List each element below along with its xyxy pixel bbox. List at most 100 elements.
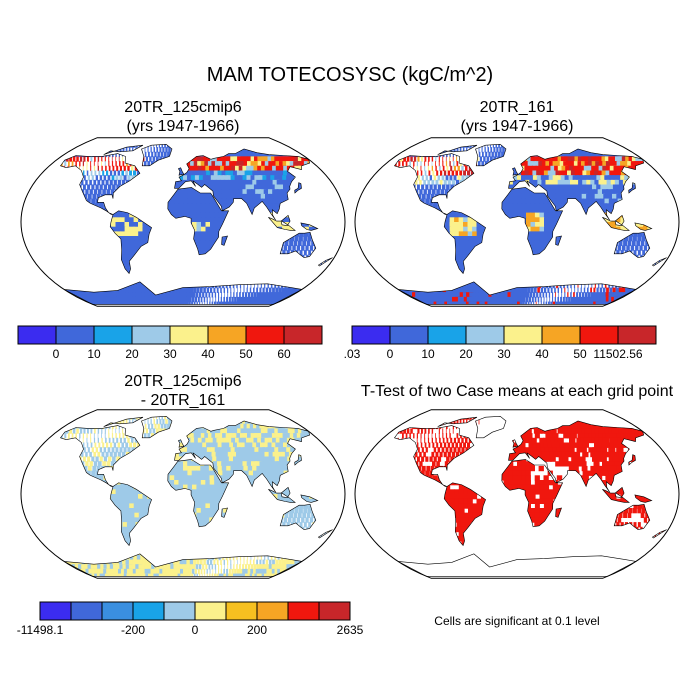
- grid-cell: [454, 226, 460, 232]
- grid-cell: [610, 179, 618, 186]
- coastline-indonesia: [268, 217, 296, 231]
- grid-cell: [456, 250, 463, 256]
- grid-cell: [120, 212, 126, 218]
- panel3-title: 20TR_125cmip6 - 20TR_161: [18, 372, 348, 410]
- grid-cell: [553, 222, 559, 228]
- grid-cell: [206, 175, 213, 181]
- grid-cell: [405, 161, 408, 167]
- grid-cell: [279, 198, 286, 204]
- grid-cell: [213, 170, 220, 176]
- grid-cell: [309, 245, 314, 251]
- grid-cell: [138, 231, 144, 237]
- grid-cell: [201, 222, 207, 228]
- grid-cell: [206, 156, 213, 162]
- grid-cell: [196, 156, 202, 162]
- grid-cell: [216, 287, 219, 293]
- grid-cell: [196, 301, 198, 305]
- grid-cell: [512, 198, 518, 204]
- grid-cell: [431, 179, 435, 186]
- grid-cell: [91, 175, 94, 181]
- grid-cell: [121, 170, 124, 176]
- grid-cell: [457, 254, 464, 261]
- grid-cell: [532, 170, 538, 176]
- grid-cell: [183, 175, 188, 181]
- grid-cell: [548, 226, 554, 232]
- grid-cell: [193, 156, 198, 162]
- grid-cell: [602, 179, 610, 186]
- grid-cell: [273, 222, 278, 228]
- grid-cell: [424, 170, 427, 176]
- grid-cell: [465, 165, 468, 172]
- grid-cell: [99, 175, 103, 181]
- grid-cell: [607, 193, 614, 200]
- grid-cell: [157, 292, 163, 298]
- grid-cell: [197, 296, 200, 303]
- grid-cell: [454, 222, 460, 228]
- grid-cell: [452, 156, 454, 162]
- grid-cell: [432, 189, 436, 195]
- grid-cell: [115, 222, 121, 228]
- grid-cell: [304, 231, 309, 237]
- grid-cell: [253, 287, 255, 293]
- grid-cell: [289, 236, 295, 242]
- grid-cell: [460, 264, 467, 270]
- grid-cell: [116, 165, 119, 172]
- grid-cell: [438, 161, 440, 167]
- grid-cell: [449, 151, 451, 158]
- grid-cell: [267, 208, 274, 214]
- grid-cell: [133, 226, 139, 232]
- grid-cell: [255, 296, 261, 303]
- grid-cell: [124, 259, 131, 265]
- grid-cell: [126, 245, 132, 251]
- grid-cell: [209, 203, 215, 209]
- grid-cell: [534, 161, 540, 167]
- grid-cell: [214, 222, 220, 228]
- grid-cell: [217, 189, 223, 195]
- grid-cell: [283, 170, 291, 176]
- grid-cell: [463, 282, 471, 289]
- grid-cell: [521, 193, 527, 200]
- grid-cell: [633, 250, 637, 256]
- grid-cell: [458, 222, 464, 228]
- grid-cell: [539, 240, 544, 246]
- grid-cell: [427, 165, 430, 172]
- grid-cell: [617, 170, 625, 176]
- grid-cell: [563, 161, 570, 167]
- grid-cell: [423, 189, 427, 195]
- grid-cell: [205, 212, 211, 218]
- grid-cell: [232, 282, 235, 289]
- grid-cell: [568, 189, 574, 195]
- grid-cell: [421, 184, 425, 190]
- grid-cell: [240, 179, 247, 186]
- grid-cell: [508, 193, 514, 200]
- grid-cell: [253, 296, 258, 303]
- grid-cell: [209, 165, 215, 172]
- grid-cell: [208, 193, 215, 200]
- grid-cell: [547, 193, 553, 200]
- grid-cell: [136, 170, 140, 176]
- grid-cell: [463, 170, 466, 176]
- grid-cell: [115, 151, 117, 158]
- grid-cell: [477, 161, 481, 167]
- grid-cell: [106, 189, 111, 195]
- grid-cell: [286, 292, 292, 298]
- grid-cell: [204, 193, 210, 200]
- grid-cell: [299, 231, 304, 237]
- grid-cell: [476, 222, 482, 228]
- grid-cell: [236, 161, 243, 167]
- grid-cell: [134, 236, 140, 242]
- grid-cell: [437, 175, 441, 181]
- grid-cell: [91, 184, 95, 190]
- grid-cell: [435, 179, 439, 186]
- grid-cell: [282, 175, 290, 181]
- grid-cell: [111, 156, 113, 162]
- grid-cell: [174, 189, 180, 195]
- grid-cell: [456, 161, 459, 167]
- grid-cell: [194, 170, 200, 176]
- grid-cell: [304, 222, 310, 228]
- grid-cell: [548, 212, 554, 218]
- grid-cell: [490, 144, 491, 148]
- grid-cell: [639, 245, 643, 251]
- grid-cell: [277, 292, 283, 298]
- grid-cell: [203, 156, 209, 162]
